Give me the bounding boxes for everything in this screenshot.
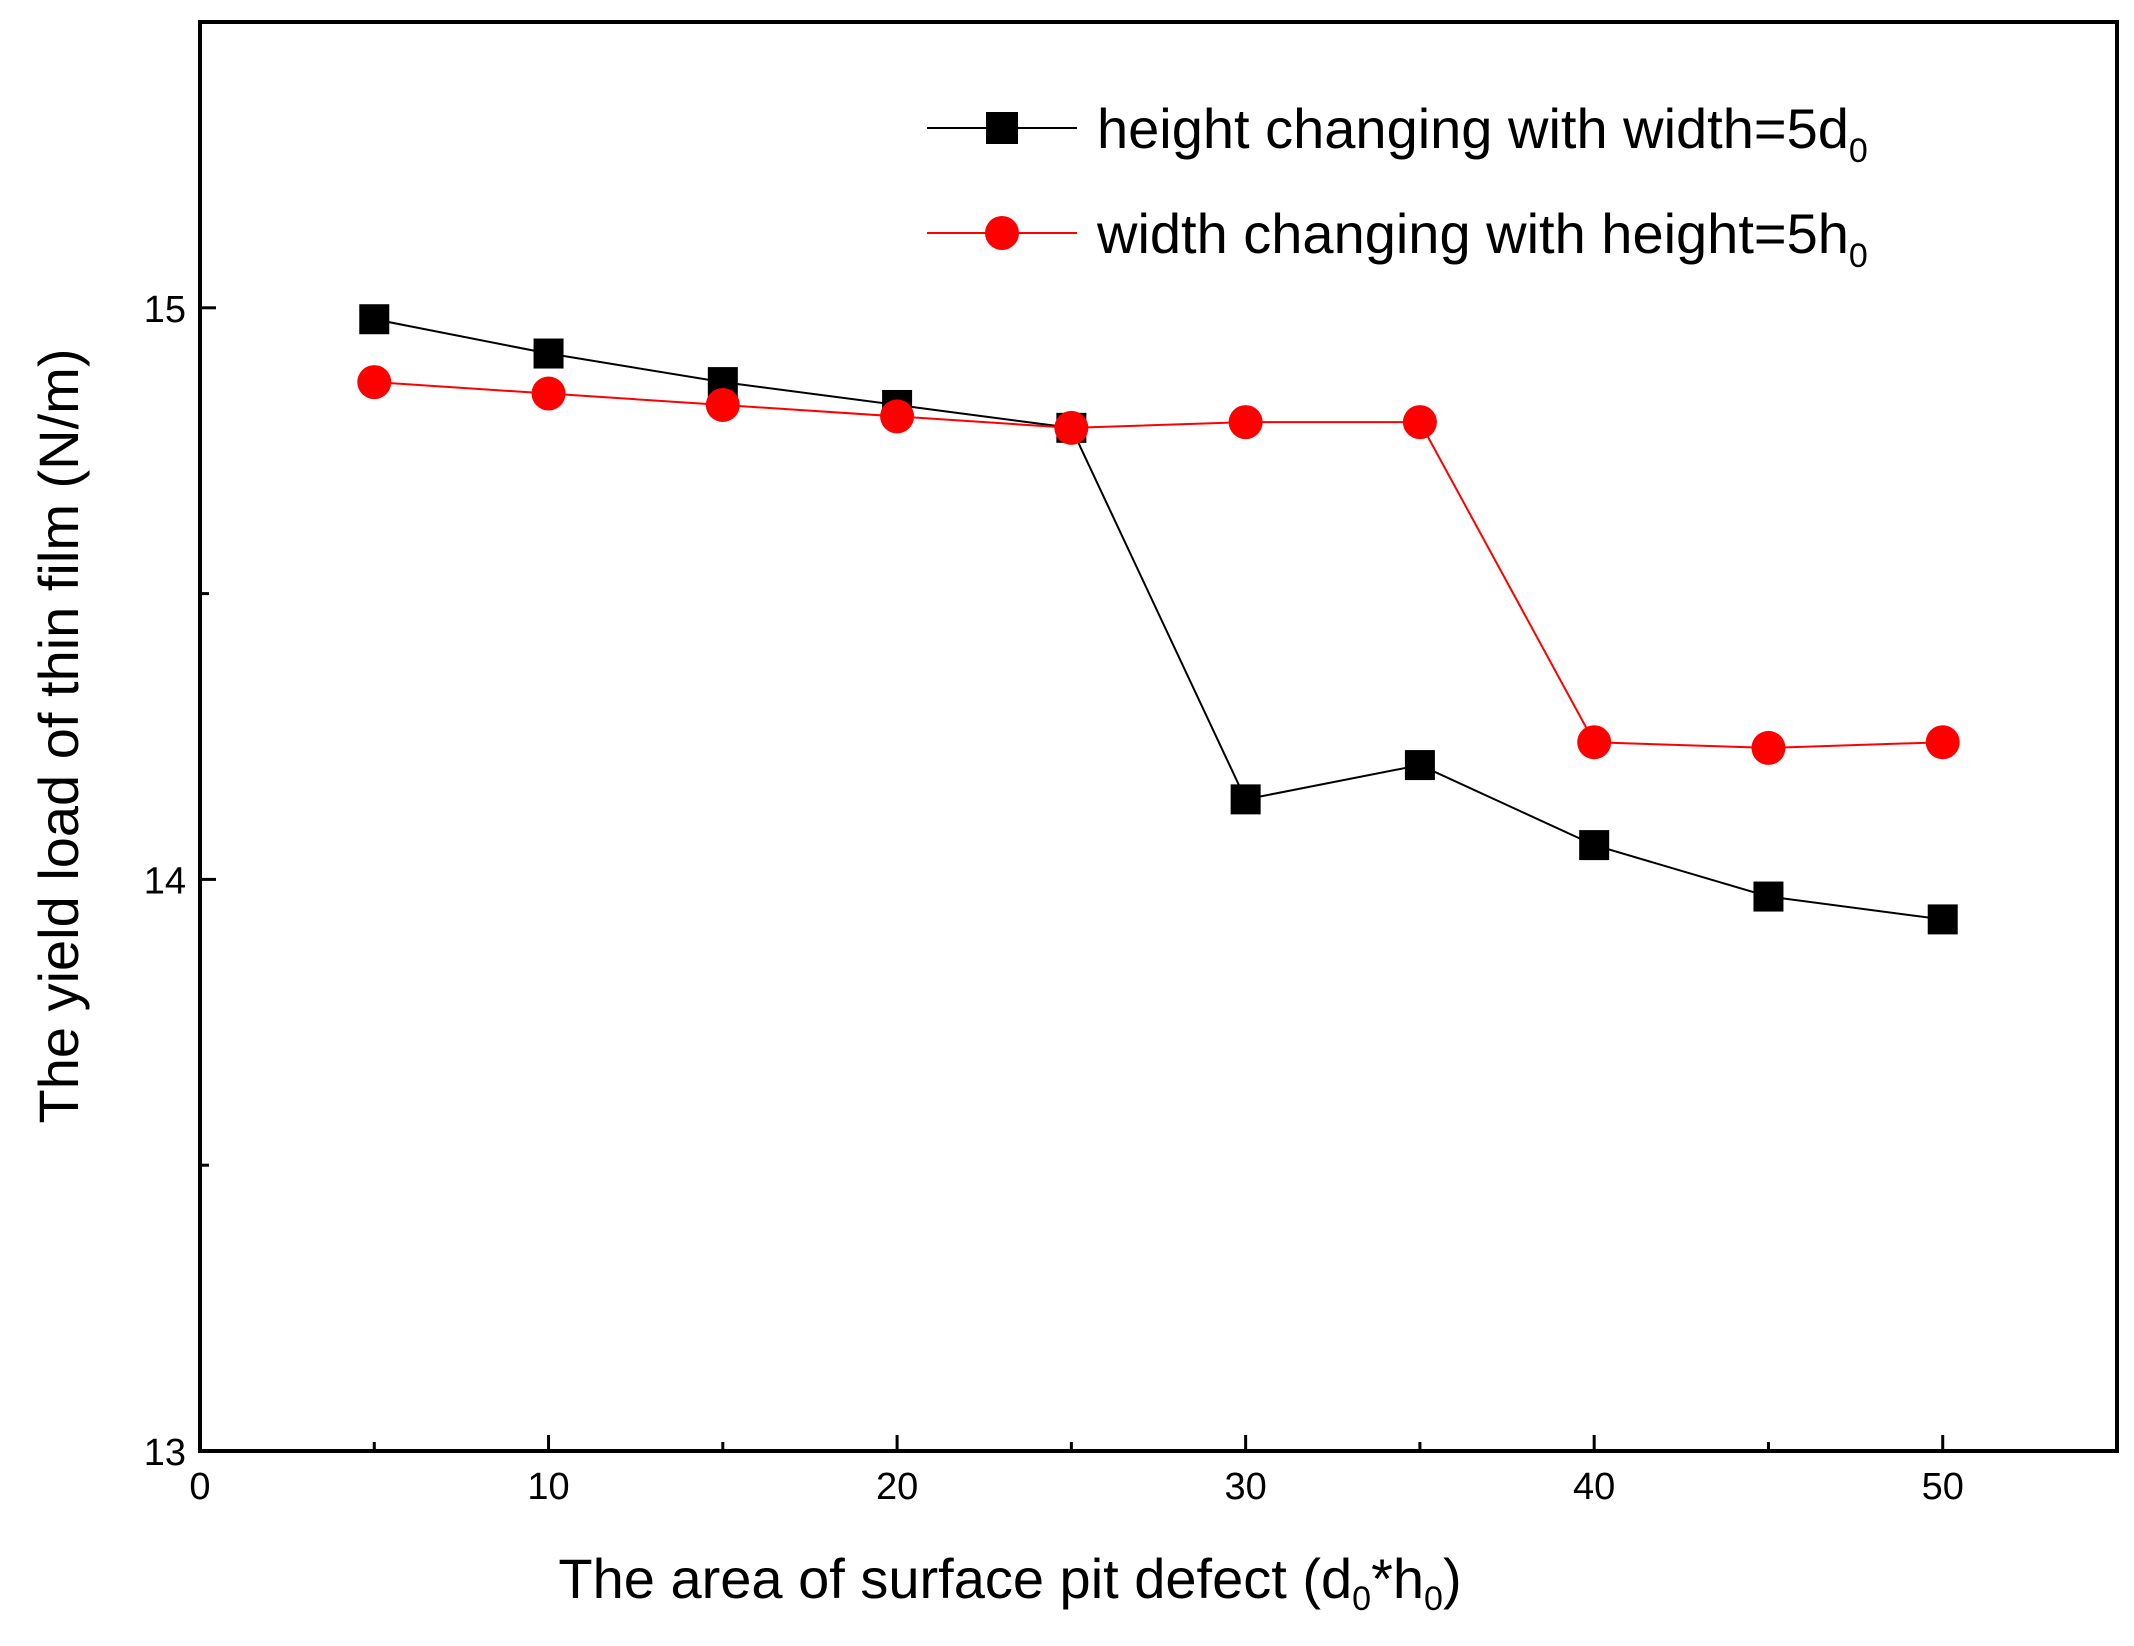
data-point <box>533 338 564 369</box>
series-line <box>374 381 1943 749</box>
x-axis-title: The area of surface pit defect (d0*h0) <box>558 1547 1461 1618</box>
data-point <box>1228 405 1263 440</box>
y-tick-label: 15 <box>144 289 186 331</box>
axis-tick-labels: 0 10 20 30 40 50 13 14 15 <box>144 289 1964 1508</box>
series-2 <box>357 365 1960 765</box>
y-axis-title: The yield load of thin film (N/m) <box>27 349 90 1124</box>
data-point <box>1751 730 1786 765</box>
data-point <box>357 365 392 400</box>
data-point <box>1753 881 1784 912</box>
data-point <box>1054 410 1089 445</box>
data-point <box>1927 904 1958 935</box>
x-tick-label: 30 <box>1224 1466 1266 1508</box>
series-1 <box>359 304 1958 935</box>
legend-marker-series-2 <box>985 216 1019 250</box>
x-tick-label: 20 <box>876 1466 918 1508</box>
x-tick-label: 50 <box>1922 1466 1964 1508</box>
data-point <box>1577 725 1612 760</box>
legend-label-series-2: width changing with height=5h0 <box>1096 202 1868 275</box>
legend-marker-series-1 <box>986 112 1018 144</box>
series-line <box>374 318 1943 921</box>
data-point <box>1404 750 1435 781</box>
data-point <box>880 399 915 434</box>
legend-label-series-1: height changing with width=5d0 <box>1097 97 1868 170</box>
x-tick-label: 40 <box>1573 1466 1615 1508</box>
axis-ticks <box>198 20 2119 1453</box>
data-point <box>531 376 566 411</box>
data-point <box>1925 725 1960 760</box>
plot-frame <box>198 20 2119 1453</box>
data-point <box>1402 405 1437 440</box>
data-point <box>1230 784 1261 815</box>
legend: height changing with width=5d0 width cha… <box>927 97 1868 275</box>
x-tick-label: 0 <box>189 1466 210 1508</box>
series-layer <box>357 304 1960 935</box>
data-point <box>359 304 390 335</box>
x-tick-label: 10 <box>527 1466 569 1508</box>
y-tick-label: 14 <box>144 860 186 902</box>
data-point <box>1579 830 1610 861</box>
data-point <box>705 387 740 422</box>
y-tick-label: 13 <box>144 1432 186 1474</box>
